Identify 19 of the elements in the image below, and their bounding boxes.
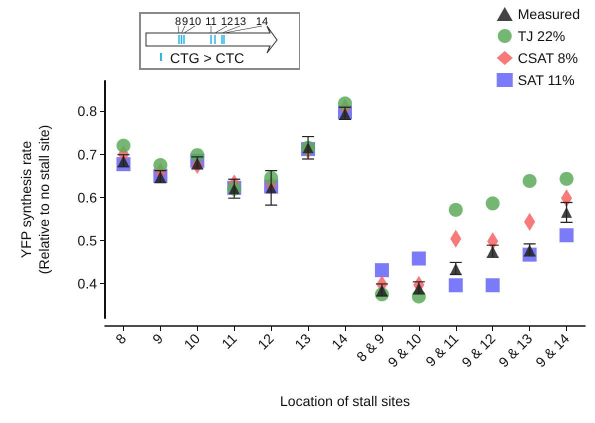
x-tick-label: 11 <box>218 330 240 352</box>
x-tick-label: 8 <box>112 330 130 348</box>
legend-label: CSAT 8% <box>518 50 578 66</box>
gene-diagram: 8910 11 1213 14 CTG > CTC <box>139 12 300 70</box>
x-tick-label: 14 <box>328 330 351 353</box>
y-tick-label: 0.6 <box>78 189 98 206</box>
legend-label: TJ 22% <box>518 28 566 44</box>
x-tick-label: 13 <box>291 330 314 353</box>
x-tick-label: 10 <box>180 330 204 353</box>
y-tick-label: 0.7 <box>78 146 98 162</box>
y-axis-title: YFP synthesis rate (Relative to no stall site) <box>18 124 52 274</box>
y-tick-label: 0.8 <box>78 103 98 120</box>
legend-label: SAT 11% <box>518 72 575 88</box>
x-tick-label: 9 <box>149 330 166 348</box>
y-tick-label: 0.4 <box>78 276 98 292</box>
x-tick-label: 12 <box>254 330 277 353</box>
legend-label: Measured <box>518 6 580 22</box>
x-axis-title: Location of stall sites <box>280 393 410 409</box>
y-tick-label: 0.5 <box>78 232 98 248</box>
